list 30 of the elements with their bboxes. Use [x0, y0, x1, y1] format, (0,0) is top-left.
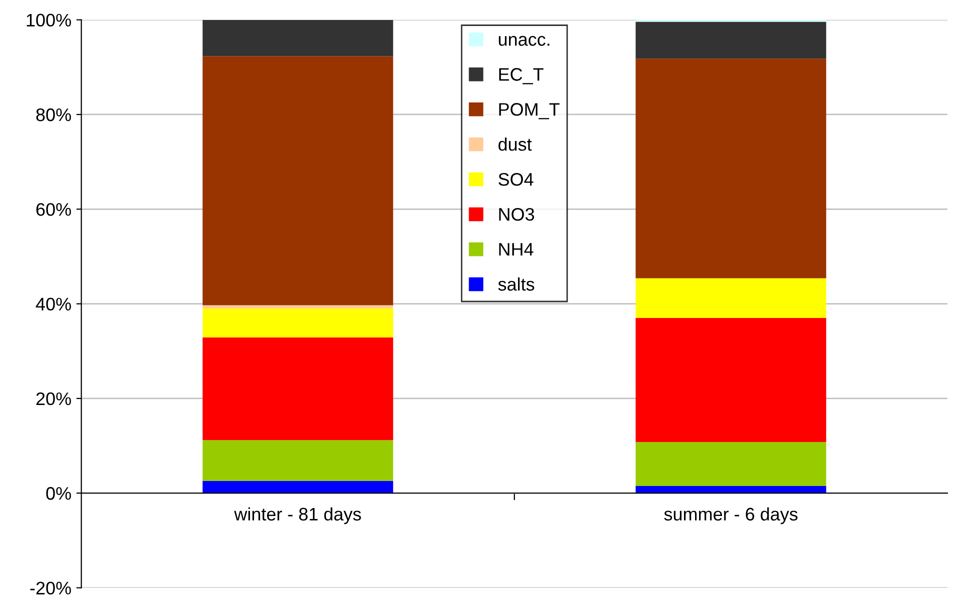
y-tick-label: 0%	[46, 487, 71, 500]
y-tick-label: 60%	[36, 203, 71, 216]
legend-label: salts	[498, 277, 534, 291]
x-tick-label: summer - 6 days	[664, 507, 798, 524]
legend-label: NH4	[499, 243, 534, 256]
y-tick-label: 40%	[36, 298, 71, 311]
y-tick-label: 20%	[36, 392, 71, 406]
legend-label: POM_T	[499, 103, 560, 120]
bar	[202, 337, 394, 440]
bar	[636, 442, 826, 486]
x-tick-label: winter - 81 days	[234, 507, 361, 524]
bar	[202, 305, 394, 309]
y-tick-label: 80%	[36, 108, 71, 122]
bar	[636, 22, 826, 59]
legend-label: SO4	[498, 172, 534, 186]
y-tick-label: -20%	[30, 582, 71, 594]
bar	[202, 440, 394, 481]
bar	[636, 58, 826, 278]
bar	[636, 278, 826, 318]
bar	[202, 56, 394, 306]
legend-label: dust	[498, 138, 532, 151]
bar	[636, 318, 826, 442]
legend-label: NO3	[499, 208, 534, 221]
bar	[202, 20, 394, 56]
bar	[202, 308, 394, 338]
bar	[202, 480, 394, 494]
y-tick-label: 100%	[26, 14, 71, 27]
legend-label: EC_T	[499, 68, 544, 84]
legend-label: unacc.	[498, 36, 550, 46]
bar	[636, 486, 826, 494]
